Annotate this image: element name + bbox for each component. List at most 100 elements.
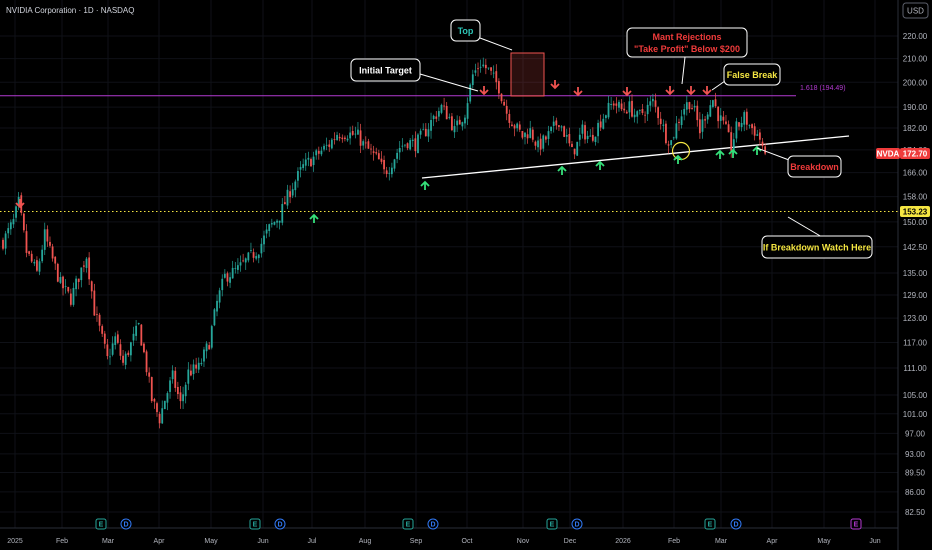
up-arrow-head: [420, 180, 430, 187]
candle-body: [174, 370, 177, 388]
candle-body: [544, 136, 547, 140]
event-label: E: [854, 522, 859, 529]
dividend-icon: [571, 518, 583, 530]
candle-body: [631, 100, 633, 117]
candle-body: [474, 70, 477, 73]
candle-body: [17, 196, 20, 206]
candle-body: [482, 64, 485, 67]
candle-body: [184, 384, 187, 397]
candle-body: [20, 195, 23, 213]
breakout-circle[interactable]: [671, 141, 691, 161]
candle-body: [490, 67, 492, 71]
trend-line[interactable]: [421, 135, 850, 179]
candle-body: [584, 125, 586, 140]
candle-body: [75, 278, 77, 290]
time-tick-label: Mar: [102, 538, 115, 545]
candle-body: [610, 104, 613, 105]
candle-body: [659, 118, 662, 125]
currency-button[interactable]: USD: [902, 2, 929, 19]
candle-body: [612, 103, 615, 106]
candle-body: [210, 326, 213, 348]
candle-body: [691, 108, 693, 110]
callout-rejections[interactable]: Mant Rejections "Take Profit" Below $200: [626, 27, 748, 85]
callout-top[interactable]: Top: [450, 19, 513, 51]
candle-body: [641, 109, 644, 114]
candle-body: [289, 191, 291, 198]
candle-body: [297, 171, 299, 181]
candle-body: [651, 98, 654, 102]
candle-body: [148, 372, 151, 377]
candle-body: [109, 356, 111, 358]
candle-body: [317, 150, 320, 154]
candle-body: [244, 258, 247, 263]
candle-body: [315, 150, 318, 156]
price-axis[interactable]: 220.00210.00200.00190.00182.00174.00166.…: [903, 32, 928, 517]
dividend-icon: [274, 518, 286, 530]
candle-body: [283, 202, 286, 205]
candle-body: [359, 130, 362, 146]
callout-false-break-text: False Break: [727, 70, 779, 80]
candle-body: [688, 102, 691, 110]
candle-body: [179, 392, 182, 402]
currency-label: USD: [907, 7, 924, 16]
candle-body: [145, 351, 148, 373]
candle-body: [312, 156, 315, 166]
candle-body: [106, 344, 109, 357]
price-tick-label: 89.50: [905, 468, 926, 477]
candle-body: [213, 309, 216, 326]
callout-watch[interactable]: If Breakdown Watch Here: [761, 216, 873, 259]
candle-body: [72, 287, 75, 305]
candle-body: [119, 344, 122, 356]
candle-body: [77, 278, 80, 282]
event-label: D: [277, 522, 282, 529]
candle-body: [680, 116, 683, 126]
time-axis[interactable]: 2025 Feb Mar Apr May Jun Jul Aug Sep Oct Nov Dec 202…: [7, 538, 881, 545]
candle-body: [479, 66, 482, 68]
candle-body: [552, 121, 555, 126]
callout-breakdown[interactable]: Breakdown: [756, 147, 842, 178]
price-tick-label: 82.50: [905, 508, 926, 517]
candle-body: [137, 323, 140, 325]
callout-initial-target[interactable]: Initial Target: [350, 58, 479, 92]
price-tick-label: 111.00: [903, 364, 927, 373]
candle-body: [30, 253, 33, 262]
candle-body: [375, 152, 378, 154]
candle-body: [166, 393, 169, 403]
event-label: E: [99, 522, 104, 529]
candle-body: [521, 131, 524, 138]
candle-body: [725, 121, 727, 124]
callout-false-break[interactable]: False Break: [711, 63, 781, 91]
candle-body: [756, 134, 759, 136]
candle-body: [333, 139, 336, 140]
candle-body: [231, 267, 234, 279]
fib-level[interactable]: 1.618 (194.49): [0, 85, 846, 97]
top-zone-box[interactable]: [510, 52, 545, 97]
candle-body: [751, 124, 753, 129]
candle-body: [291, 189, 294, 196]
candle-body: [299, 167, 302, 170]
candle-body: [704, 119, 706, 121]
down-arrow-head: [573, 90, 583, 97]
time-tick-label: Feb: [56, 538, 68, 545]
candle-body: [670, 140, 673, 145]
candle-body: [547, 131, 550, 139]
candle-body: [69, 293, 72, 305]
candle-body: [195, 364, 198, 369]
candle-body: [605, 115, 607, 119]
down-arrow-head: [550, 83, 560, 90]
candle-body: [153, 399, 156, 402]
candle-body: [732, 139, 735, 151]
candle-body: [558, 125, 560, 127]
candle-body: [33, 261, 36, 264]
candle-body: [257, 254, 260, 259]
price-tick-label: 123.00: [903, 314, 928, 323]
candle-body: [484, 64, 487, 69]
candle-body: [268, 224, 271, 231]
time-tick-label: Dec: [564, 538, 577, 545]
candle-body: [555, 120, 558, 126]
candle-body: [696, 105, 699, 121]
candle-body: [239, 262, 242, 266]
